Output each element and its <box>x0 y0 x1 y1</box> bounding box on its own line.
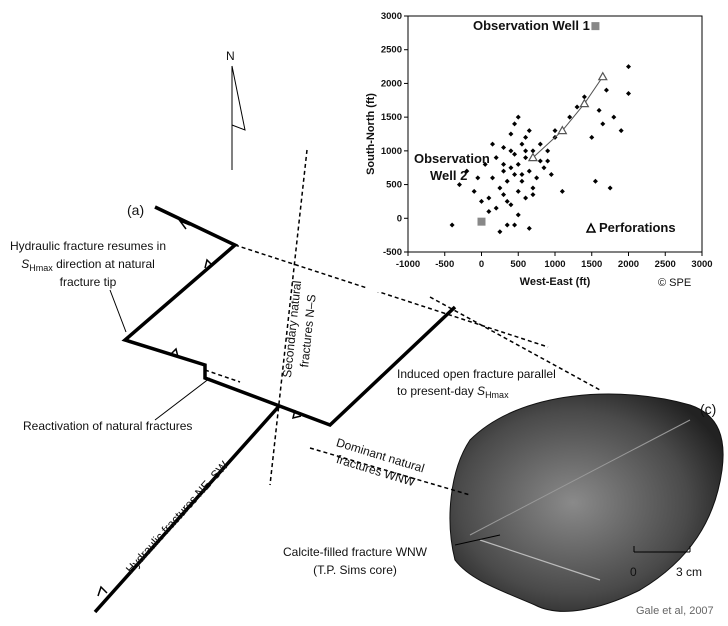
rest: direction at natural <box>53 257 155 271</box>
x-tick-label: -500 <box>435 259 454 270</box>
page: {"diagram": { "north": "N", "panel_a": "… <box>0 0 728 626</box>
x-tick-label: 1000 <box>544 259 565 270</box>
annotation: Observation Well 1 <box>473 18 590 33</box>
y-tick-label: 0 <box>397 213 402 224</box>
calcite-label: (T.P. Sims core) <box>313 563 397 577</box>
x-tick-label: 500 <box>510 259 526 270</box>
arrowhead <box>98 587 107 596</box>
north-label: N <box>226 49 235 63</box>
x-tick-label: 1500 <box>581 259 602 270</box>
legend-label: Perforations <box>599 220 676 235</box>
sub: Hmax <box>485 390 509 400</box>
resume-label: SHmax direction at natural <box>21 257 155 273</box>
calcite-label: Calcite-filled fracture WNW <box>283 545 428 559</box>
annotation: Well 2 <box>430 168 467 183</box>
rest: to present-day <box>397 384 477 398</box>
credit: Gale et al, 2007 <box>636 605 714 617</box>
hydraulic-label: Hydraulic fractures NE–SW <box>123 458 232 576</box>
secondary-label: Secondary natural fractures N–S <box>280 280 320 380</box>
inset-bg <box>366 0 728 292</box>
resume-label: fracture tip <box>60 275 117 289</box>
x-tick-label: -1000 <box>396 259 420 270</box>
x-tick-label: 2500 <box>655 259 676 270</box>
y-tick-label: 1500 <box>381 112 402 123</box>
x-tick-label: 0 <box>479 259 484 270</box>
scale-label: 3 cm <box>676 565 702 579</box>
s: S <box>477 384 485 398</box>
dominant-label: Dominant natural fractures WNW <box>330 435 426 490</box>
figure: N (a) (c) Hydraulic fracture resumes in … <box>0 0 728 626</box>
north-arrow <box>232 66 245 130</box>
y-axis-label: South-North (ft) <box>365 93 377 175</box>
y-tick-label: 3000 <box>381 11 402 22</box>
reactivation-label: Reactivation of natural fractures <box>23 419 192 433</box>
annotation: Observation <box>414 151 490 166</box>
x-tick-label: 3000 <box>691 259 712 270</box>
sub: Hmax <box>29 263 53 273</box>
y-tick-label: 2000 <box>381 78 402 89</box>
y-tick-label: 500 <box>386 180 402 191</box>
leader <box>110 290 126 332</box>
y-tick-label: 2500 <box>381 45 402 56</box>
leader <box>155 378 210 420</box>
well <box>591 22 599 30</box>
resume-label: Hydraulic fracture resumes in <box>10 239 166 253</box>
s: S <box>21 257 29 271</box>
x-tick-label: 2000 <box>618 259 639 270</box>
panel-label: (a) <box>127 202 144 218</box>
induced-label: Induced open fracture parallel <box>397 367 556 381</box>
x-axis-label: West-East (ft) <box>520 276 591 288</box>
y-tick-label: 1000 <box>381 146 402 157</box>
y-tick-label: -500 <box>383 247 402 258</box>
panel-label: (c) <box>700 401 716 417</box>
scale-label: 0 <box>630 565 637 579</box>
well <box>478 218 486 226</box>
annotation: © SPE <box>658 277 691 289</box>
induced-label: to present-day SHmax <box>397 384 509 400</box>
